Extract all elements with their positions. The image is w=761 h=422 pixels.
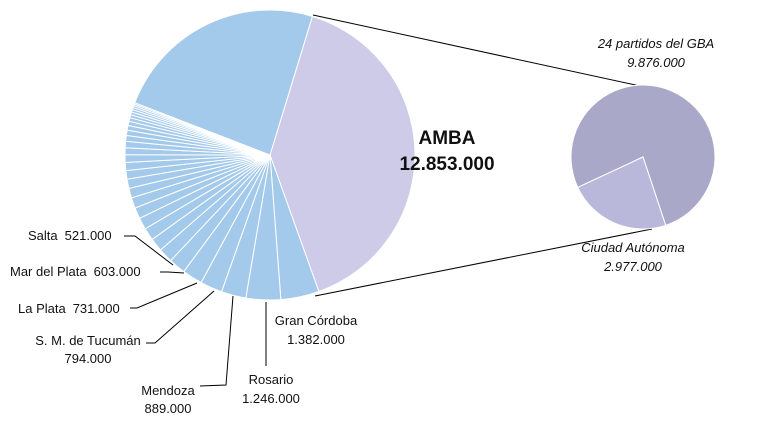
connector [312, 14, 641, 87]
connector [314, 228, 653, 297]
leader-line [160, 271, 185, 274]
main-pie [124, 9, 416, 301]
value-label: 1.382.000 [287, 332, 345, 347]
value-label: 794.000 [65, 351, 112, 366]
secondary-pie [570, 84, 716, 230]
slice-label: Rosario [249, 372, 294, 387]
value-label: 12.853.000 [399, 154, 494, 175]
pie-slice [577, 156, 667, 230]
slice-label: Mar del Plata 603.000 [10, 264, 141, 279]
label-value: 521.000 [65, 228, 112, 243]
pie-slice [570, 84, 716, 226]
slice-label: Mendoza [141, 383, 195, 398]
value-label: 1.246.000 [242, 391, 300, 406]
label-name: Salta [28, 228, 58, 243]
leader-line [130, 282, 198, 309]
pie-slice [269, 15, 416, 293]
pie-slice [134, 9, 314, 156]
slice-label: Gran Córdoba [275, 313, 358, 328]
slice-label: AMBA [419, 128, 476, 149]
slice-label: Salta 521.000 [28, 228, 112, 243]
label-value: 603.000 [94, 264, 141, 279]
value-label: 9.876.000 [627, 55, 686, 70]
leader-line [124, 235, 174, 266]
slice-label: 24 partidos del GBA [597, 36, 714, 51]
value-label: 2.977.000 [603, 259, 663, 274]
slice-label: S. M. de Tucumán [35, 333, 141, 348]
leader-line [146, 290, 215, 344]
slice-label: Ciudad Autónoma [581, 240, 685, 255]
label-name: La Plata [18, 301, 66, 316]
label-name: Mar del Plata [10, 264, 87, 279]
slice-label: La Plata 731.000 [18, 301, 120, 316]
value-label: 889.000 [145, 401, 192, 416]
leader-line [199, 295, 234, 387]
label-value: 731.000 [73, 301, 120, 316]
